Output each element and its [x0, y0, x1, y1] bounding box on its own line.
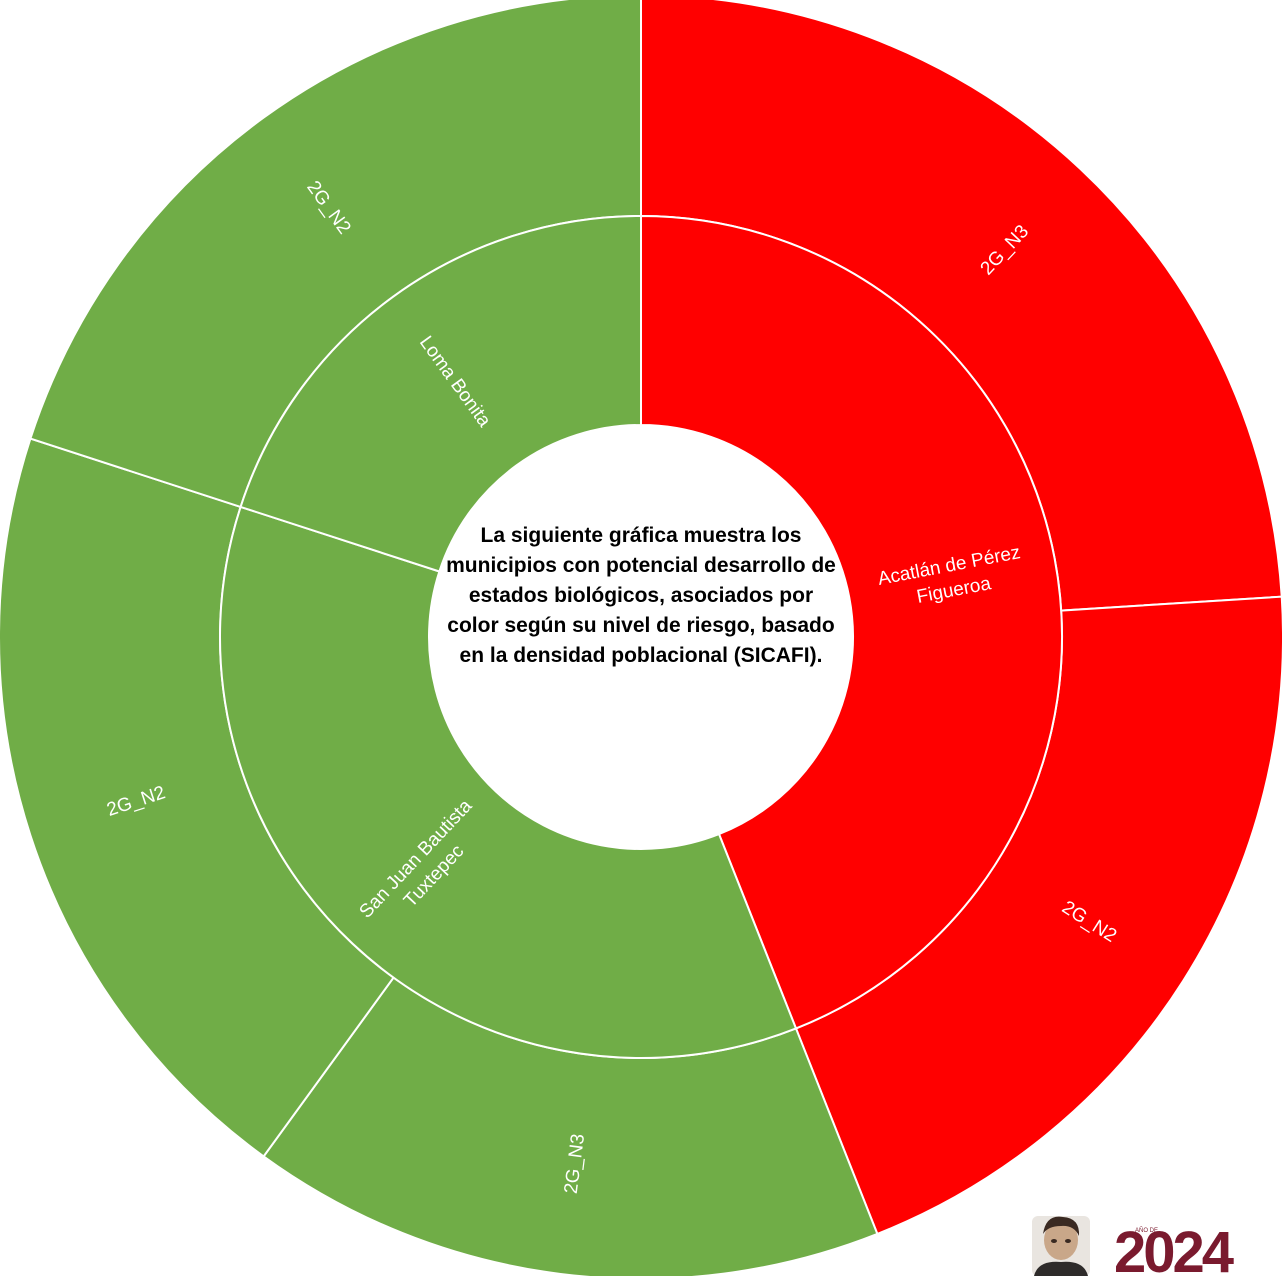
inner-segment-san-juan-bautista-tuxtepec[interactable]	[219, 505, 798, 1059]
logo-small-text: AÑO DE	[1135, 1227, 1158, 1234]
center-description: La siguiente gráfica muestra los municip…	[446, 524, 836, 667]
portrait-icon	[1032, 1216, 1090, 1276]
year-2024-logo: AÑO DE 2024	[1032, 1216, 1237, 1276]
center-hole	[429, 425, 853, 849]
logo-year-text: 2024	[1114, 1220, 1234, 1276]
